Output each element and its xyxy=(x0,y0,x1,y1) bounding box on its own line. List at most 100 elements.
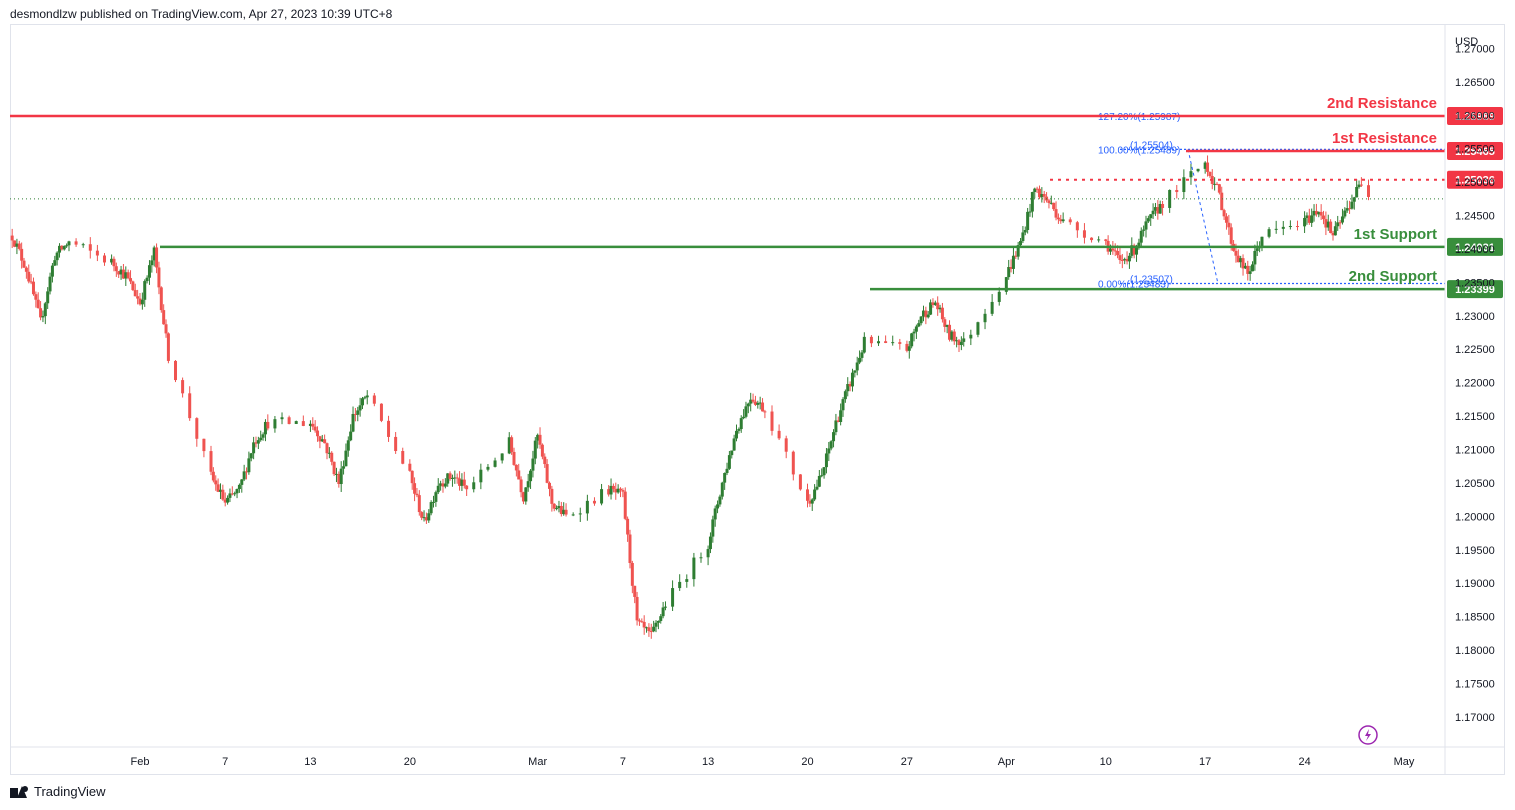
candle-body xyxy=(436,485,440,493)
candle-body xyxy=(259,437,263,441)
price-tag-label: 1.24031 xyxy=(1455,242,1495,254)
candle-body xyxy=(834,420,838,433)
candle-body xyxy=(734,430,738,439)
candle-body xyxy=(1253,250,1257,265)
candle-body xyxy=(188,393,192,419)
candle-body xyxy=(43,303,47,317)
price-tag-label: 1.25465 xyxy=(1455,146,1495,158)
candle-body xyxy=(216,484,220,492)
candle-body xyxy=(88,244,92,251)
candle-body xyxy=(1224,216,1228,223)
candle-body xyxy=(538,434,542,445)
candle-body xyxy=(1132,245,1136,255)
candle-body xyxy=(413,483,417,494)
candle-body xyxy=(929,302,933,315)
candle-body xyxy=(443,483,447,487)
candle-body xyxy=(372,395,376,404)
candle-body xyxy=(647,627,651,632)
level-label: 1st Resistance xyxy=(1332,130,1437,147)
candle-body xyxy=(926,314,930,318)
candle-body xyxy=(65,245,69,247)
x-tick-label: Mar xyxy=(528,756,547,768)
candle-body xyxy=(716,504,720,509)
candle-body xyxy=(746,403,750,407)
candle-body xyxy=(439,483,443,486)
y-tick-label: 1.19000 xyxy=(1455,578,1495,590)
candle-body xyxy=(997,291,1001,302)
candle-body xyxy=(1118,255,1122,261)
candle-body xyxy=(630,562,634,586)
candle-body xyxy=(36,299,40,309)
candle-body xyxy=(1203,162,1207,169)
candle-body xyxy=(114,266,118,272)
candle-body xyxy=(529,470,533,482)
candle-body xyxy=(136,296,140,299)
candle-body xyxy=(150,260,154,266)
candle-body xyxy=(434,492,438,502)
candle-body xyxy=(1307,215,1311,223)
candle-body xyxy=(1215,183,1219,185)
candle-body xyxy=(1217,184,1221,193)
candle-body xyxy=(126,272,130,279)
candle-body xyxy=(313,426,317,431)
candle-body xyxy=(699,557,703,559)
candle-body xyxy=(545,464,549,483)
candle-body xyxy=(1144,221,1148,230)
candle-body xyxy=(564,509,568,515)
candle-body xyxy=(221,489,225,500)
y-tick-label: 1.25500 xyxy=(1455,144,1495,156)
candle-body xyxy=(1222,210,1226,217)
candle-body xyxy=(1127,255,1131,262)
candle-body xyxy=(1333,226,1337,236)
candle-body xyxy=(614,489,618,493)
candle-body xyxy=(261,434,265,438)
candle-body xyxy=(1104,239,1108,241)
candle-body xyxy=(441,483,445,487)
candle-body xyxy=(34,294,38,300)
candle-body xyxy=(147,265,151,278)
candle-body xyxy=(500,453,504,461)
candle-body xyxy=(611,485,615,490)
candle-body xyxy=(827,448,831,454)
candle-body xyxy=(1331,232,1335,236)
candle-body xyxy=(1305,215,1309,218)
candle-body xyxy=(245,471,249,473)
candle-body xyxy=(252,442,256,454)
candle-body xyxy=(209,451,213,472)
candle-body xyxy=(950,331,954,340)
candle-body xyxy=(211,471,215,481)
candle-body xyxy=(791,451,795,475)
candle-body xyxy=(884,341,888,344)
candle-body xyxy=(1011,255,1015,269)
candle-body xyxy=(294,421,298,424)
candle-body xyxy=(1009,267,1013,269)
candle-body xyxy=(784,438,788,452)
candle-body xyxy=(1142,229,1146,231)
candle-body xyxy=(637,620,641,622)
candle-body xyxy=(1135,246,1139,255)
candle-body xyxy=(510,437,514,452)
y-tick-label: 1.18500 xyxy=(1455,612,1495,624)
candle-body xyxy=(1241,258,1245,269)
candle-body xyxy=(600,489,604,504)
candle-body xyxy=(131,281,135,291)
candle-body xyxy=(656,620,660,623)
lightning-icon[interactable] xyxy=(1358,725,1378,745)
x-tick-label: 7 xyxy=(222,756,228,768)
tradingview-logo[interactable]: TradingView xyxy=(10,784,106,799)
candle-body xyxy=(839,410,843,422)
y-tick-label: 1.17000 xyxy=(1455,712,1495,724)
candle-body xyxy=(55,252,59,261)
candle-body xyxy=(976,322,980,335)
candle-body xyxy=(898,342,902,344)
candle-body xyxy=(1352,197,1356,202)
candle-body xyxy=(758,402,762,404)
candle-body xyxy=(346,440,350,451)
candle-body xyxy=(46,291,50,304)
candle-body xyxy=(287,417,291,424)
y-tick-label: 1.23500 xyxy=(1455,277,1495,289)
y-tick-label: 1.21000 xyxy=(1455,445,1495,457)
candle-body xyxy=(649,631,653,633)
candle-body xyxy=(226,497,230,503)
